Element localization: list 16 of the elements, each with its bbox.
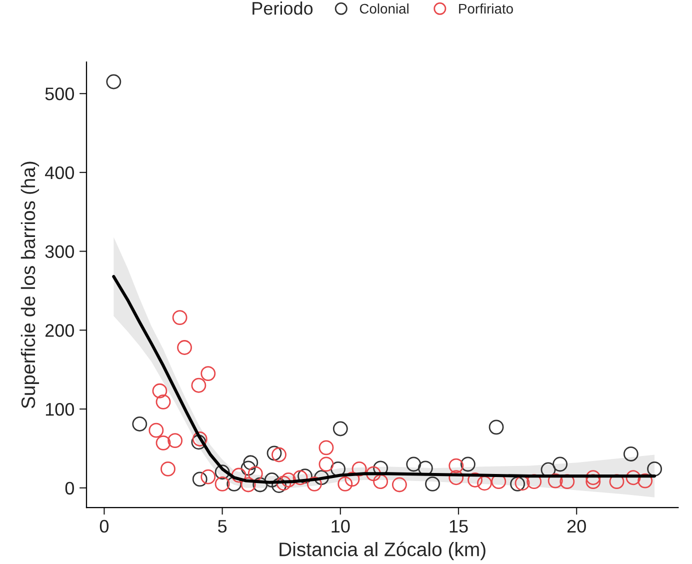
- y-axis-title: Superficie de los barrios (ha): [20, 162, 40, 408]
- y-tick-label: 300: [45, 245, 74, 258]
- legend-title: Periodo: [252, 2, 313, 15]
- y-tick-label: 0: [65, 482, 74, 495]
- legend-label: Porfiriato: [459, 3, 513, 14]
- x-tick-label: 10: [332, 520, 350, 533]
- x-tick-label: 5: [218, 520, 227, 533]
- x-axis-title: Distancia al Zócalo (km): [280, 542, 486, 560]
- x-tick-label: 15: [450, 520, 468, 533]
- legend-label: Colonial: [360, 3, 408, 14]
- x-tick-label: 20: [567, 520, 586, 533]
- y-tick-label: 200: [45, 324, 74, 337]
- x-tick-label: 0: [100, 520, 109, 533]
- y-tick-label: 100: [46, 402, 74, 416]
- y-tick-label: 400: [44, 166, 74, 180]
- y-tick-label: 500: [45, 88, 74, 100]
